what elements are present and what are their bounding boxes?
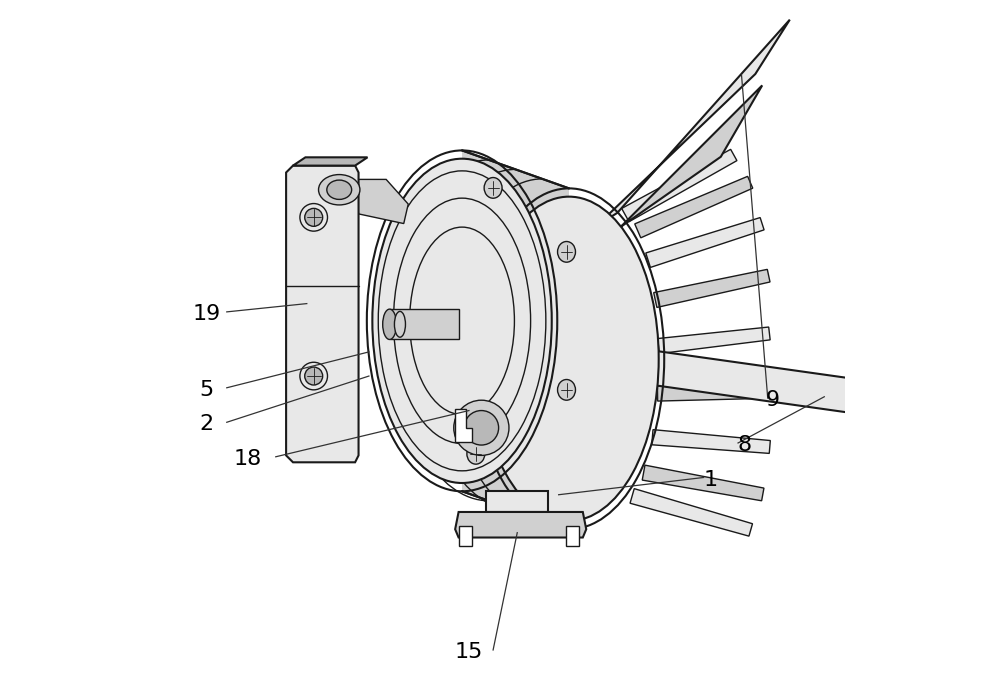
Text: 2: 2 <box>200 415 214 434</box>
Ellipse shape <box>558 241 575 262</box>
Ellipse shape <box>464 411 499 445</box>
Polygon shape <box>355 179 408 224</box>
Polygon shape <box>622 149 737 221</box>
Polygon shape <box>390 309 459 339</box>
Polygon shape <box>597 20 790 226</box>
Ellipse shape <box>558 380 575 400</box>
Ellipse shape <box>484 177 502 198</box>
Polygon shape <box>642 465 764 501</box>
Text: 5: 5 <box>200 380 214 400</box>
Ellipse shape <box>383 309 396 339</box>
Ellipse shape <box>394 311 405 337</box>
Polygon shape <box>583 86 762 253</box>
Polygon shape <box>654 269 770 308</box>
Ellipse shape <box>479 197 659 521</box>
Polygon shape <box>455 409 472 442</box>
Text: 9: 9 <box>765 391 780 410</box>
Text: 8: 8 <box>738 435 752 455</box>
Ellipse shape <box>467 444 485 464</box>
Polygon shape <box>459 526 472 546</box>
Ellipse shape <box>454 400 509 455</box>
Polygon shape <box>635 177 753 238</box>
Ellipse shape <box>305 208 323 226</box>
Polygon shape <box>462 150 569 529</box>
Polygon shape <box>286 166 359 462</box>
Polygon shape <box>614 345 859 414</box>
Ellipse shape <box>305 367 323 385</box>
Text: 18: 18 <box>234 449 262 469</box>
Text: 19: 19 <box>193 304 221 324</box>
Text: 15: 15 <box>455 642 483 662</box>
Polygon shape <box>566 526 579 546</box>
Polygon shape <box>646 217 764 268</box>
Polygon shape <box>658 327 770 353</box>
Ellipse shape <box>327 180 352 199</box>
Polygon shape <box>293 157 368 166</box>
Ellipse shape <box>372 159 552 483</box>
Polygon shape <box>657 385 771 401</box>
Polygon shape <box>486 491 548 512</box>
Text: 1: 1 <box>703 470 718 489</box>
Polygon shape <box>652 430 770 453</box>
Polygon shape <box>455 512 586 538</box>
Polygon shape <box>630 489 753 536</box>
Ellipse shape <box>319 175 360 205</box>
